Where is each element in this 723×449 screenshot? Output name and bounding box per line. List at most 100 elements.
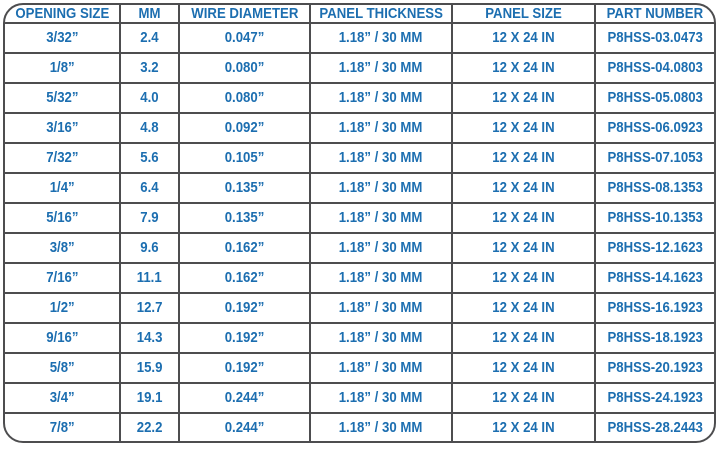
cell-part-number: P8HSS-14.1623: [594, 261, 714, 294]
cell-value: 0.192”: [224, 359, 265, 377]
cell-wire-diameter: 0.092”: [178, 111, 311, 144]
cell-value: 1/4”: [49, 179, 75, 197]
cell-value: 12.7: [136, 299, 163, 317]
cell-value: 3/4”: [49, 389, 75, 407]
cell-value: 12 X 24 IN: [492, 59, 555, 77]
cell-panel-size: 12 X 24 IN: [451, 51, 596, 84]
header-row: OPENING SIZE MM WIRE DIAMETER PANEL THICKNE…: [5, 5, 714, 24]
cell-panel-thickness: 1.18” / 30 MM: [309, 261, 453, 294]
table-row: 3/32” 2.4 0.047” 1.18” / 30 MM 12 X 24 IN P8H…: [5, 22, 714, 54]
cell-panel-thickness: 1.18” / 30 MM: [309, 411, 453, 441]
cell-mm: 5.6: [119, 141, 180, 174]
cell-mm: 11.1: [119, 261, 180, 294]
cell-value: P8HSS-20.1923: [607, 359, 703, 377]
column-header-label: OPENING SIZE: [15, 5, 109, 22]
cell-value: 9/16”: [45, 329, 79, 347]
cell-value: 12 X 24 IN: [492, 89, 555, 107]
cell-opening-size: 1/2”: [5, 291, 121, 324]
cell-value: 0.080”: [224, 59, 265, 77]
cell-value: 1.18” / 30 MM: [339, 389, 423, 407]
cell-wire-diameter: 0.105”: [178, 141, 311, 174]
cell-value: 7.9: [140, 209, 159, 227]
cell-mm: 4.8: [119, 111, 180, 144]
cell-part-number: P8HSS-24.1923: [594, 381, 714, 414]
cell-value: 12 X 24 IN: [492, 239, 555, 257]
cell-value: P8HSS-07.1053: [607, 149, 703, 167]
cell-opening-size: 1/8”: [5, 51, 121, 84]
cell-panel-thickness: 1.18” / 30 MM: [309, 231, 453, 264]
cell-opening-size: 3/32”: [5, 22, 121, 54]
cell-part-number: P8HSS-04.0803: [594, 51, 714, 84]
cell-value: 1.18” / 30 MM: [339, 119, 423, 137]
cell-value: 0.105”: [224, 149, 265, 167]
cell-value: 14.3: [136, 329, 163, 347]
cell-value: P8HSS-14.1623: [607, 269, 703, 287]
cell-value: 12 X 24 IN: [492, 209, 555, 227]
cell-value: 0.162”: [224, 239, 265, 257]
cell-panel-size: 12 X 24 IN: [451, 111, 596, 144]
cell-value: P8HSS-04.0803: [607, 59, 703, 77]
cell-value: 12 X 24 IN: [492, 149, 555, 167]
cell-panel-thickness: 1.18” / 30 MM: [309, 81, 453, 114]
table-row: 1/8” 3.2 0.080” 1.18” / 30 MM 12 X 24 IN P8HS…: [5, 51, 714, 84]
cell-mm: 7.9: [119, 201, 180, 234]
cell-opening-size: 1/4”: [5, 171, 121, 204]
spec-table-body: 3/32” 2.4 0.047” 1.18” / 30 MM 12 X 24 IN P8H…: [5, 22, 714, 441]
cell-part-number: P8HSS-10.1353: [594, 201, 714, 234]
cell-panel-size: 12 X 24 IN: [451, 22, 596, 54]
cell-opening-size: 7/32”: [5, 141, 121, 174]
cell-opening-size: 5/16”: [5, 201, 121, 234]
cell-value: 12 X 24 IN: [492, 418, 555, 436]
cell-part-number: P8HSS-12.1623: [594, 231, 714, 264]
cell-opening-size: 3/4”: [5, 381, 121, 414]
cell-value: 1/8”: [49, 59, 75, 77]
cell-panel-size: 12 X 24 IN: [451, 81, 596, 114]
cell-panel-size: 12 X 24 IN: [451, 141, 596, 174]
cell-value: 12 X 24 IN: [492, 119, 555, 137]
cell-opening-size: 5/32”: [5, 81, 121, 114]
cell-value: 1.18” / 30 MM: [339, 209, 423, 227]
cell-value: 3/32”: [45, 29, 79, 47]
column-header-label: PANEL SIZE: [485, 5, 562, 22]
cell-value: 0.244”: [224, 389, 265, 407]
cell-wire-diameter: 0.162”: [178, 261, 311, 294]
column-header-label: MM: [138, 5, 161, 22]
cell-value: P8HSS-28.2443: [607, 418, 703, 436]
cell-value: 1.18” / 30 MM: [339, 149, 423, 167]
table-row: 3/8” 9.6 0.162” 1.18” / 30 MM 12 X 24 IN P8HS…: [5, 231, 714, 264]
cell-value: 0.047”: [224, 29, 265, 47]
cell-opening-size: 7/16”: [5, 261, 121, 294]
table-row: 3/16” 4.8 0.092” 1.18” / 30 MM 12 X 24 IN P8H…: [5, 111, 714, 144]
cell-value: P8HSS-08.1353: [607, 179, 703, 197]
cell-value: 2.4: [140, 29, 159, 47]
cell-value: 12 X 24 IN: [492, 359, 555, 377]
cell-mm: 15.9: [119, 351, 180, 384]
cell-value: 4.8: [140, 119, 159, 137]
cell-value: 0.192”: [224, 299, 265, 317]
table-row: 7/16” 11.1 0.162” 1.18” / 30 MM 12 X 24 IN P8…: [5, 261, 714, 294]
cell-mm: 4.0: [119, 81, 180, 114]
cell-mm: 12.7: [119, 291, 180, 324]
cell-value: 1.18” / 30 MM: [339, 329, 423, 347]
cell-panel-thickness: 1.18” / 30 MM: [309, 51, 453, 84]
cell-value: 1.18” / 30 MM: [339, 29, 423, 47]
cell-mm: 22.2: [119, 411, 180, 441]
cell-value: 12 X 24 IN: [492, 29, 555, 47]
cell-opening-size: 9/16”: [5, 321, 121, 354]
cell-value: 12 X 24 IN: [492, 299, 555, 317]
cell-panel-thickness: 1.18” / 30 MM: [309, 291, 453, 324]
cell-value: 1.18” / 30 MM: [339, 239, 423, 257]
spec-table-card: OPENING SIZE MM WIRE DIAMETER PANEL THICKNE…: [3, 3, 716, 443]
cell-value: 5/16”: [45, 209, 79, 227]
column-header-label: PART NUMBER: [606, 5, 704, 22]
cell-panel-thickness: 1.18” / 30 MM: [309, 22, 453, 54]
cell-panel-size: 12 X 24 IN: [451, 261, 596, 294]
cell-part-number: P8HSS-05.0803: [594, 81, 714, 114]
cell-value: 0.162”: [224, 269, 265, 287]
column-header-panel-size: PANEL SIZE: [451, 5, 596, 24]
cell-part-number: P8HSS-08.1353: [594, 171, 714, 204]
cell-part-number: P8HSS-16.1923: [594, 291, 714, 324]
cell-value: 5/8”: [49, 359, 75, 377]
cell-value: 3/16”: [45, 119, 79, 137]
cell-opening-size: 3/8”: [5, 231, 121, 264]
